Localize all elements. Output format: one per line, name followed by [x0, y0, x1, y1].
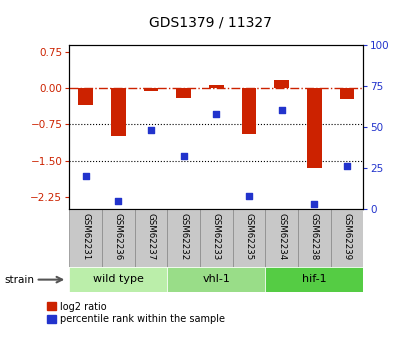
Bar — [78, 88, 93, 105]
Point — [147, 127, 154, 133]
Bar — [233, 209, 265, 267]
Text: GSM62237: GSM62237 — [147, 214, 155, 261]
Point — [311, 201, 318, 207]
Bar — [200, 209, 233, 267]
Bar — [331, 209, 363, 267]
Point — [344, 164, 350, 169]
Text: vhl-1: vhl-1 — [202, 275, 230, 284]
Text: GSM62233: GSM62233 — [212, 214, 221, 261]
Bar — [167, 267, 265, 292]
Bar — [176, 88, 191, 98]
Text: GSM62231: GSM62231 — [81, 214, 90, 261]
Bar — [69, 267, 167, 292]
Bar — [111, 88, 126, 136]
Text: GSM62238: GSM62238 — [310, 214, 319, 261]
Text: GSM62236: GSM62236 — [114, 214, 123, 261]
Bar — [265, 267, 363, 292]
Point — [213, 111, 220, 117]
Bar — [265, 209, 298, 267]
Point — [180, 154, 187, 159]
Text: GSM62232: GSM62232 — [179, 214, 188, 261]
Text: GSM62239: GSM62239 — [342, 214, 352, 260]
Bar — [209, 85, 223, 88]
Bar — [298, 209, 331, 267]
Text: wild type: wild type — [93, 275, 144, 284]
Text: GSM62235: GSM62235 — [244, 214, 253, 261]
Text: GSM62234: GSM62234 — [277, 214, 286, 261]
Bar — [274, 80, 289, 88]
Point — [115, 198, 122, 203]
Bar — [135, 209, 167, 267]
Point — [82, 173, 89, 179]
Bar — [307, 88, 322, 168]
Text: hif-1: hif-1 — [302, 275, 327, 284]
Bar — [241, 88, 256, 134]
Legend: log2 ratio, percentile rank within the sample: log2 ratio, percentile rank within the s… — [47, 302, 226, 325]
Bar — [340, 88, 354, 99]
Bar — [144, 88, 158, 91]
Bar — [102, 209, 135, 267]
Text: strain: strain — [4, 275, 34, 285]
Bar — [167, 209, 200, 267]
Point — [278, 108, 285, 113]
Point — [246, 193, 252, 198]
Text: GDS1379 / 11327: GDS1379 / 11327 — [149, 16, 271, 30]
Bar — [69, 209, 102, 267]
